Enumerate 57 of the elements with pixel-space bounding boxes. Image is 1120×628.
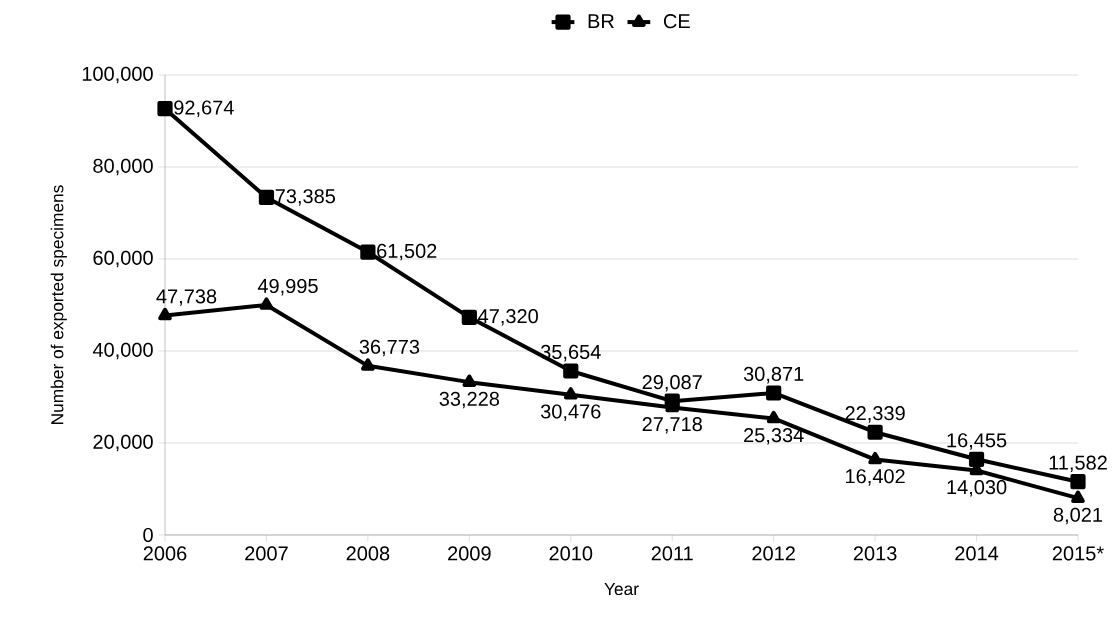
- data-label: 8,021: [1053, 507, 1103, 525]
- y-tick-label: 20,000: [93, 434, 153, 452]
- x-tick-label: 2011: [651, 546, 693, 561]
- data-label: 29,087: [642, 375, 702, 392]
- x-tick-label: 2008: [346, 546, 390, 561]
- point: [360, 244, 376, 260]
- y-tick-label: 60,000: [93, 250, 153, 268]
- y-tick-label: 0: [143, 527, 153, 543]
- point: [563, 363, 579, 379]
- y-tick-label: 80,000: [93, 158, 153, 176]
- data-label: 11,582: [1049, 455, 1107, 473]
- data-label: 36,773: [359, 339, 420, 357]
- point: [462, 374, 477, 387]
- x-tick-label: 2006: [143, 546, 187, 561]
- data-label: 25,334: [744, 428, 804, 445]
- point: [563, 387, 578, 400]
- data-label: 22,339: [845, 406, 905, 423]
- x-tick-label: 2013: [853, 546, 897, 561]
- data-label: 47,738: [156, 289, 217, 306]
- data-label: 49,995: [257, 278, 318, 296]
- point: [867, 424, 883, 440]
- point: [361, 358, 375, 371]
- point: [968, 451, 985, 467]
- data-label: 92,674: [174, 100, 234, 117]
- point: [1070, 474, 1086, 490]
- point: [766, 385, 782, 401]
- x-axis-title: Year: [604, 583, 639, 596]
- legend-label: BR: [588, 14, 614, 28]
- y-tick-label: 40,000: [92, 342, 153, 360]
- y-axis-title: Number of exported specimens: [50, 185, 67, 424]
- data-label: 30,476: [540, 404, 601, 421]
- data-label: 14,030: [947, 480, 1007, 497]
- point: [1071, 490, 1085, 503]
- data-label: 73,385: [275, 189, 336, 206]
- point: [868, 451, 882, 465]
- x-tick-label: 2014: [955, 546, 999, 561]
- x-tick-label: 2007: [245, 546, 288, 561]
- x-tick-label: 2009: [448, 546, 491, 561]
- point: [158, 307, 172, 321]
- point: [258, 189, 275, 206]
- point: [259, 297, 274, 310]
- data-label: 35,654: [540, 344, 601, 362]
- data-label: 16,402: [846, 469, 905, 486]
- x-tick-label: 2015*: [1052, 546, 1104, 561]
- data-label: 33,228: [439, 391, 500, 409]
- point: [461, 309, 477, 325]
- point: [766, 410, 781, 424]
- point: [157, 101, 173, 117]
- data-label: 16,455: [947, 433, 1007, 450]
- x-tick-label: 2010: [549, 546, 593, 561]
- x-tick-label: 2012: [752, 546, 795, 561]
- data-label: 47,320: [478, 309, 538, 326]
- data-label: 61,502: [377, 243, 437, 261]
- legend-label: CE: [663, 14, 690, 29]
- data-label: 30,871: [743, 366, 804, 384]
- y-tick-label: 100,000: [82, 66, 153, 84]
- data-label: 27,718: [642, 417, 702, 434]
